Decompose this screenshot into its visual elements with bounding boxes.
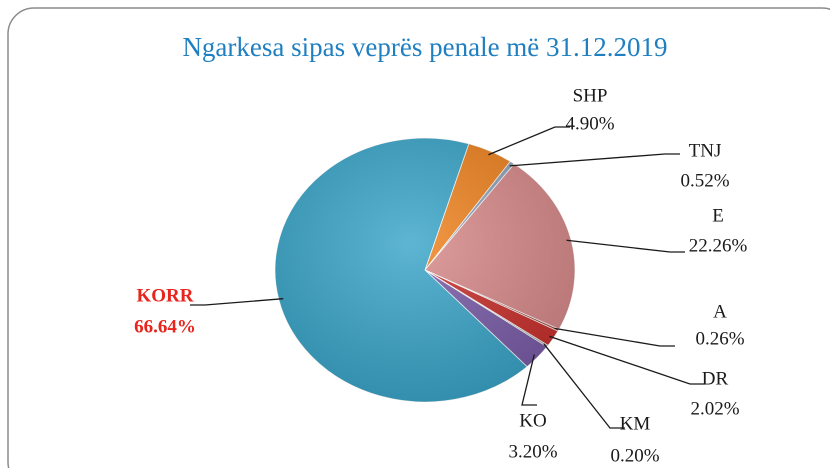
leader-line: [509, 153, 680, 167]
chart-title: Ngarkesa sipas veprës penale më 31.12.20…: [182, 32, 667, 62]
leader-line: [488, 126, 570, 156]
slice-value-label: 0.26%: [695, 328, 744, 349]
slice-value-label: 4.90%: [565, 113, 614, 134]
leader-line: [554, 327, 675, 347]
slice-value-label: 3.20%: [508, 441, 557, 462]
slice-value-label: 22.26%: [689, 235, 748, 256]
slice-value-label: 66.64%: [134, 316, 196, 337]
slice-label: KO: [519, 410, 546, 431]
slice-label: KORR: [137, 285, 194, 306]
slice-label: SHP: [573, 85, 608, 106]
leader-line: [543, 343, 625, 429]
leader-line: [566, 239, 685, 253]
slice-label: TNJ: [689, 140, 722, 161]
leader-line: [521, 354, 537, 406]
slice-label: DR: [702, 368, 729, 389]
leader-line: [549, 335, 705, 385]
pie: [274, 137, 576, 403]
slice-value-label: 0.52%: [680, 170, 729, 191]
slice-label: A: [713, 301, 727, 322]
leader-line: [190, 298, 284, 306]
slice-label: E: [712, 205, 724, 226]
slice-label: KM: [620, 413, 651, 434]
slice-value-label: 0.20%: [610, 445, 659, 466]
slice-value-label: 2.02%: [690, 398, 739, 419]
